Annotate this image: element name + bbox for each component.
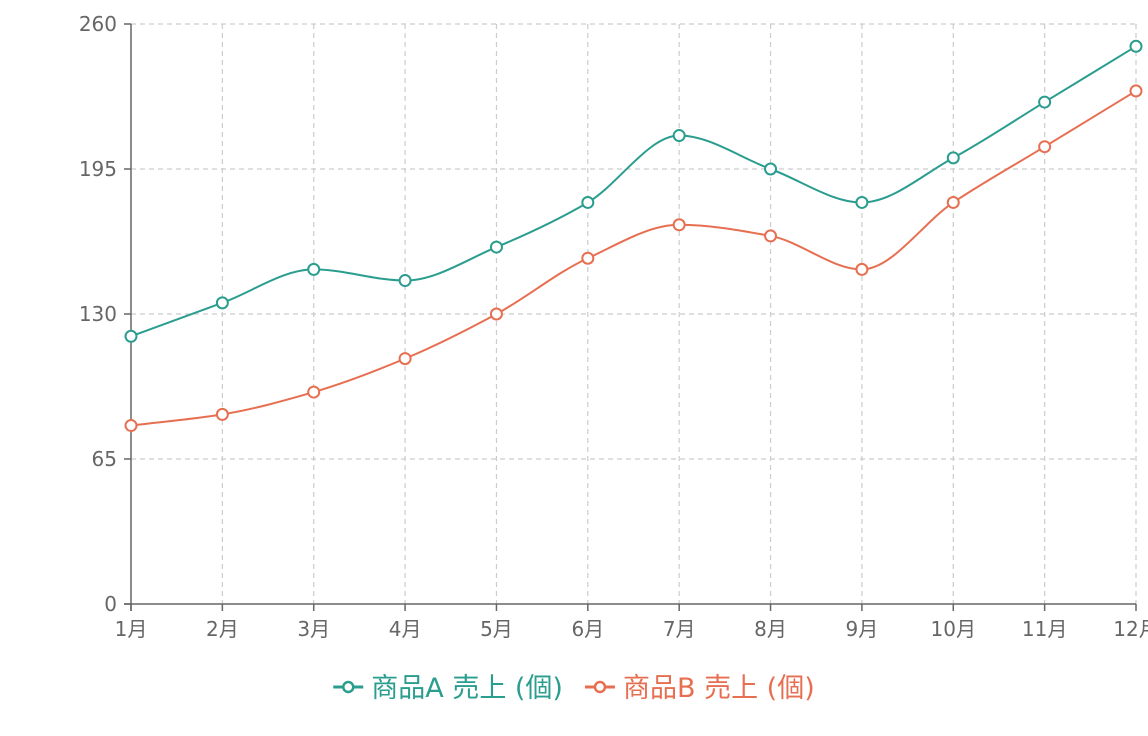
y-tick-label: 260 <box>79 12 117 36</box>
series-2 <box>124 84 1143 433</box>
data-point-series-2-1[interactable] <box>124 419 138 433</box>
x-tick-label: 5月 <box>480 617 513 641</box>
data-point-series-1-11[interactable] <box>1038 95 1052 109</box>
data-point-series-2-9[interactable] <box>855 262 869 276</box>
series-line-1 <box>130 45 1137 338</box>
x-tick-label: 4月 <box>389 617 422 641</box>
legend: 商品A 売上 (個) 商品B 売上 (個) <box>333 673 815 704</box>
series-1 <box>124 39 1143 343</box>
data-point-series-1-2[interactable] <box>215 296 229 310</box>
data-point-series-1-1[interactable] <box>124 329 138 343</box>
data-point-series-1-6[interactable] <box>581 195 595 209</box>
data-point-series-2-10[interactable] <box>946 195 960 209</box>
x-tick-label: 7月 <box>663 617 696 641</box>
x-tick-label: 1月 <box>115 617 148 641</box>
x-tick-label: 6月 <box>571 617 604 641</box>
x-tick-label: 11月 <box>1022 617 1067 641</box>
data-point-series-2-5[interactable] <box>489 307 503 321</box>
data-point-series-2-12[interactable] <box>1129 84 1143 98</box>
data-point-series-2-11[interactable] <box>1038 140 1052 154</box>
data-point-series-2-7[interactable] <box>672 218 686 232</box>
y-tick-label: 0 <box>104 592 117 616</box>
grid <box>131 23 1137 604</box>
data-point-series-1-10[interactable] <box>946 151 960 165</box>
data-point-series-1-3[interactable] <box>307 262 321 276</box>
data-point-series-1-12[interactable] <box>1129 39 1143 53</box>
data-point-series-2-3[interactable] <box>307 385 321 399</box>
legend-point-marker <box>593 680 607 694</box>
x-tick-label: 10月 <box>931 617 976 641</box>
axes: 0 65 130 195 260 1月 2月 3月 4月 5月 6月 7月 8月 9月 10月 11月 12月 <box>79 12 1148 641</box>
data-point-series-2-4[interactable] <box>398 352 412 366</box>
legend-item-2[interactable]: 商品B 売上 (個) <box>584 673 815 704</box>
x-tick-label: 12月 <box>1113 617 1148 641</box>
data-point-series-2-6[interactable] <box>581 251 595 265</box>
x-tick-label: 2月 <box>206 617 239 641</box>
x-tick-label: 9月 <box>846 617 879 641</box>
data-point-series-2-2[interactable] <box>215 407 229 421</box>
series-line-2 <box>130 90 1137 427</box>
x-tick-label: 8月 <box>754 617 787 641</box>
legend-label: 商品A 売上 (個) <box>371 673 563 704</box>
y-tick-label: 130 <box>79 302 117 326</box>
data-point-series-1-9[interactable] <box>855 195 869 209</box>
y-tick-label: 65 <box>92 447 117 471</box>
data-point-series-1-4[interactable] <box>398 274 412 288</box>
legend-item-1[interactable]: 商品A 売上 (個) <box>333 673 563 704</box>
series <box>124 39 1143 433</box>
x-tick-label: 3月 <box>297 617 330 641</box>
data-point-series-1-5[interactable] <box>489 240 503 254</box>
legend-label: 商品B 売上 (個) <box>623 673 815 704</box>
data-point-series-1-7[interactable] <box>672 129 686 143</box>
y-tick-label: 195 <box>79 157 117 181</box>
legend-point-marker <box>342 680 355 694</box>
data-point-series-1-8[interactable] <box>764 162 778 176</box>
data-point-series-2-8[interactable] <box>764 229 778 243</box>
